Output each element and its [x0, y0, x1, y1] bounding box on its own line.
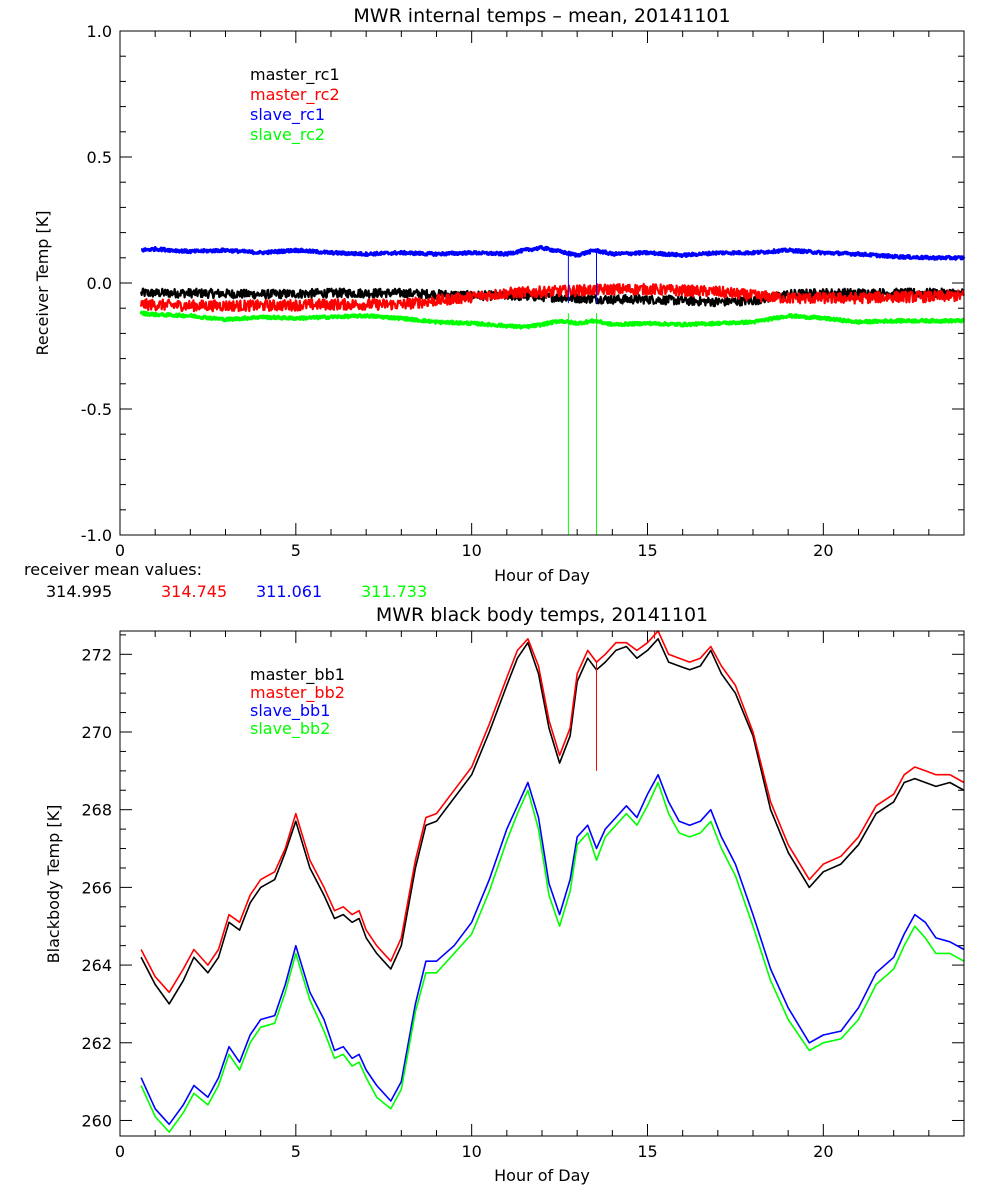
legend-entry-master-bb1: master_bb1: [250, 665, 345, 685]
x-axis-label: Hour of Day: [494, 566, 590, 585]
x-tick-label: 20: [813, 1142, 833, 1161]
x-tick-label: 15: [637, 541, 657, 560]
y-tick-label: 270: [81, 723, 112, 742]
legend-entry-master-bb2: master_bb2: [250, 683, 345, 703]
y-tick-label: 262: [81, 1034, 112, 1053]
y-tick-label: 268: [81, 801, 112, 820]
x-tick-label: 5: [291, 1142, 301, 1161]
series-line-master-bb2: [140, 630, 965, 994]
receiver-mean-values: receiver mean values: 314.995 314.745 31…: [24, 560, 427, 601]
series-line-slave-rc1: [140, 245, 966, 261]
legend-entry-master-rc1: master_rc1: [250, 65, 340, 85]
axis-ticks: 0 5 10 15 20 -1.0 -0.5 0.0 0.5 1.0: [81, 22, 965, 560]
legend-entry-slave-rc2: slave_rc2: [250, 125, 325, 145]
y-tick-label: 260: [81, 1111, 112, 1130]
x-tick-label: 0: [115, 1142, 125, 1161]
series-line-slave-bb1: [140, 773, 965, 1126]
y-tick-label: 266: [81, 878, 112, 897]
y-tick-label: 1.0: [87, 22, 112, 41]
plot-frame: [119, 30, 965, 536]
legend-entry-slave-rc1: slave_rc1: [250, 105, 325, 125]
axis-ticks: 0 5 10 15 20 260 262 264 266 268 270 272: [81, 631, 965, 1161]
y-tick-label: -0.5: [81, 400, 112, 419]
legend-entry-master-rc2: master_rc2: [250, 85, 340, 105]
series-line-master-rc1: [140, 287, 965, 308]
y-tick-label: 264: [81, 956, 112, 975]
chart-title: MWR internal temps – mean, 20141101: [353, 5, 730, 27]
y-tick-label: -1.0: [81, 526, 112, 545]
receiver-temp-chart: MWR internal temps – mean, 20141101 Rece…: [33, 5, 966, 585]
x-tick-label: 15: [637, 1142, 657, 1161]
legend-entry-slave-bb1: slave_bb1: [250, 701, 330, 721]
chart-title: MWR black body temps, 20141101: [376, 604, 708, 626]
series-line-slave-bb2: [140, 781, 965, 1133]
blackbody-temp-chart: MWR black body temps, 20141101 Blackbody…: [44, 604, 965, 1185]
mean-values-label: receiver mean values:: [24, 560, 202, 579]
mean-value-master-rc1: 314.995: [46, 582, 112, 601]
x-tick-label: 0: [115, 541, 125, 560]
series-line-master-rc2: [140, 282, 965, 313]
mean-value-slave-rc2: 311.733: [361, 582, 427, 601]
plot-series: [139, 245, 966, 535]
x-tick-label: 10: [461, 541, 481, 560]
mean-value-slave-rc1: 311.061: [256, 582, 322, 601]
series-line-slave-rc2: [139, 310, 965, 330]
plot-series: [140, 630, 965, 1133]
y-tick-label: 0.0: [87, 274, 112, 293]
mean-value-master-rc2: 314.745: [161, 582, 227, 601]
x-tick-label: 10: [461, 1142, 481, 1161]
plot-frame: [119, 630, 965, 1137]
y-axis-label: Blackbody Temp [K]: [44, 805, 63, 964]
x-tick-label: 20: [813, 541, 833, 560]
y-tick-label: 272: [81, 645, 112, 664]
y-tick-label: 0.5: [87, 148, 112, 167]
series-line-master-bb1: [140, 637, 965, 1005]
y-axis-label: Receiver Temp [K]: [33, 210, 52, 355]
x-tick-label: 5: [291, 541, 301, 560]
x-axis-label: Hour of Day: [494, 1166, 590, 1185]
legend-entry-slave-bb2: slave_bb2: [250, 719, 330, 739]
